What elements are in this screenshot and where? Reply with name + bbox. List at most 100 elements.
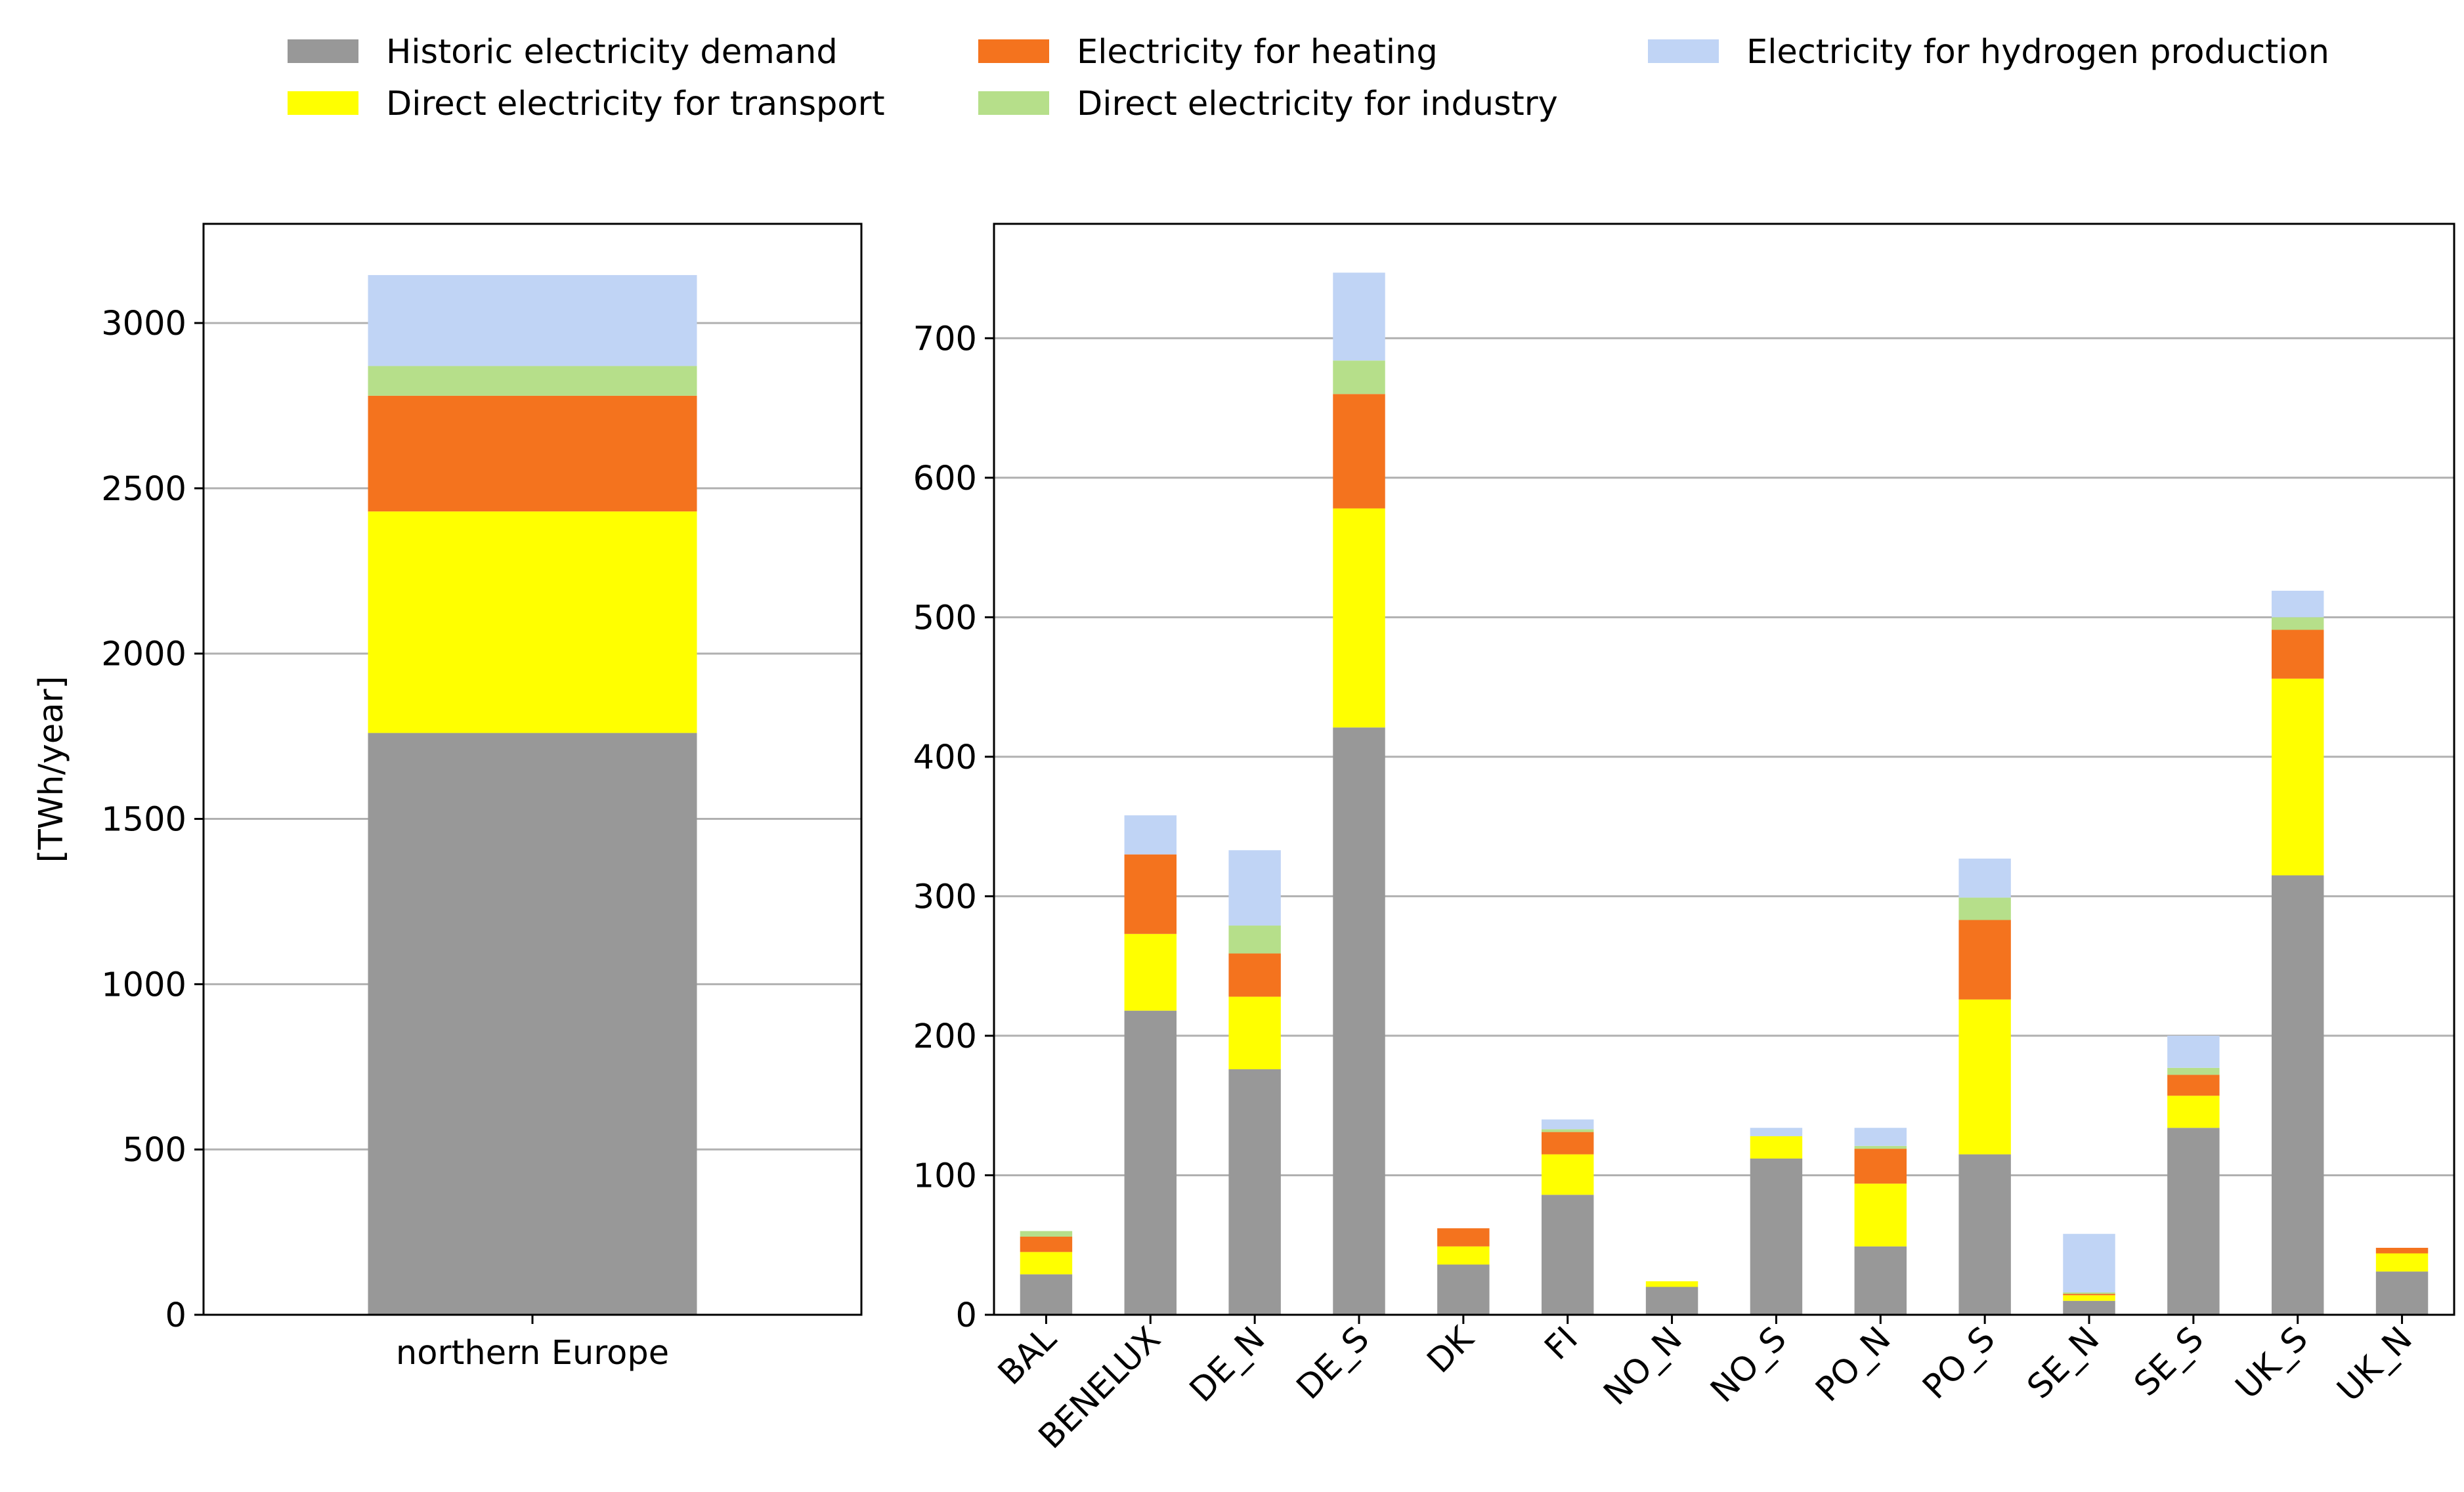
y-tick-label-500: 500 bbox=[123, 1131, 186, 1170]
bar-de-n-historic-electricity-demand bbox=[1228, 1069, 1281, 1315]
bar-dk-historic-electricity-demand bbox=[1437, 1264, 1490, 1315]
bar-no-s-historic-electricity-demand bbox=[1750, 1158, 1803, 1315]
y-tick-label-0: 0 bbox=[165, 1296, 186, 1335]
bar-bal-electricity-for-heating bbox=[1020, 1236, 1073, 1252]
x-tick-label-northern-europe: northern Europe bbox=[396, 1334, 669, 1373]
bar-northern-europe-direct-electricity-for-transport bbox=[368, 511, 697, 733]
bar-de-s-direct-electricity-for-transport bbox=[1333, 508, 1385, 728]
bar-no-n-historic-electricity-demand bbox=[1645, 1287, 1698, 1315]
y-tick-label-1500: 1500 bbox=[101, 801, 186, 840]
bar-uk-s-electricity-for-hydrogen-production bbox=[2272, 590, 2324, 618]
bar-uk-s-electricity-for-heating bbox=[2272, 629, 2324, 679]
bar-po-n-direct-electricity-for-industry bbox=[1854, 1145, 1907, 1149]
y-tick-label-200: 200 bbox=[913, 1017, 977, 1056]
y-tick-label-2000: 2000 bbox=[101, 635, 186, 674]
left-y-ticks: 0 500 1000 1500 2000 2500 3000 bbox=[101, 305, 204, 1335]
legend-entry-direct-electricity-for-transport: Direct electricity for transport bbox=[288, 85, 885, 123]
bar-fi-historic-electricity-demand bbox=[1542, 1195, 1594, 1315]
bar-dk-electricity-for-heating bbox=[1437, 1228, 1490, 1247]
bar-se-s-historic-electricity-demand bbox=[2167, 1128, 2220, 1315]
bar-de-s-direct-electricity-for-industry bbox=[1333, 360, 1385, 394]
bar-uk-s-historic-electricity-demand bbox=[2272, 875, 2324, 1315]
bar-po-s-electricity-for-hydrogen-production bbox=[1958, 859, 2011, 898]
bar-se-n-electricity-for-hydrogen-production bbox=[2063, 1233, 2115, 1292]
bar-de-s-electricity-for-hydrogen-production bbox=[1333, 272, 1385, 361]
legend-label-electricity-for-hydrogen-production: Electricity for hydrogen production bbox=[1746, 33, 2329, 72]
bar-fi-direct-electricity-for-industry bbox=[1542, 1129, 1594, 1132]
legend-entry-historic-electricity-demand: Historic electricity demand bbox=[288, 33, 838, 72]
right-bars bbox=[1020, 272, 2429, 1315]
bar-uk-s-direct-electricity-for-industry bbox=[2272, 617, 2324, 630]
legend-entry-electricity-for-heating: Electricity for heating bbox=[978, 33, 1438, 72]
bar-dk-direct-electricity-for-transport bbox=[1437, 1246, 1490, 1265]
bar-po-n-historic-electricity-demand bbox=[1854, 1246, 1907, 1315]
bar-de-n-electricity-for-hydrogen-production bbox=[1228, 850, 1281, 926]
bar-no-s-electricity-for-hydrogen-production bbox=[1750, 1128, 1803, 1136]
y-tick-label-400: 400 bbox=[913, 738, 977, 777]
bar-bal-historic-electricity-demand bbox=[1020, 1274, 1073, 1315]
bar-se-n-historic-electricity-demand bbox=[2063, 1300, 2115, 1315]
legend-swatch-direct-electricity-for-transport bbox=[288, 91, 358, 115]
legend-entry-direct-electricity-for-industry: Direct electricity for industry bbox=[978, 85, 1558, 123]
bar-fi-electricity-for-hydrogen-production bbox=[1542, 1119, 1594, 1130]
left-axes-frame bbox=[202, 223, 863, 1316]
bar-northern-europe-historic-electricity-demand bbox=[368, 733, 697, 1315]
bar-fi-direct-electricity-for-transport bbox=[1542, 1154, 1594, 1195]
legend-label-direct-electricity-for-industry: Direct electricity for industry bbox=[1077, 85, 1558, 123]
y-tick-label-600: 600 bbox=[913, 459, 977, 498]
y-tick-label-3000: 3000 bbox=[101, 305, 186, 343]
legend-swatch-electricity-for-hydrogen-production bbox=[1648, 39, 1719, 63]
legend-label-electricity-for-heating: Electricity for heating bbox=[1077, 33, 1438, 72]
bar-de-n-direct-electricity-for-industry bbox=[1228, 926, 1281, 954]
bar-bal-direct-electricity-for-transport bbox=[1020, 1252, 1073, 1275]
legend-label-direct-electricity-for-transport: Direct electricity for transport bbox=[386, 85, 885, 123]
bar-po-s-direct-electricity-for-transport bbox=[1958, 999, 2011, 1155]
bar-no-n-direct-electricity-for-transport bbox=[1645, 1281, 1698, 1287]
legend: Historic electricity demand Direct electr… bbox=[288, 33, 2329, 123]
bar-se-s-electricity-for-hydrogen-production bbox=[2167, 1035, 2220, 1068]
left-x-ticks: northern Europe bbox=[396, 1315, 669, 1373]
bar-fi-electricity-for-heating bbox=[1542, 1132, 1594, 1155]
bar-po-s-historic-electricity-demand bbox=[1958, 1154, 2011, 1315]
bar-uk-n-electricity-for-heating bbox=[2375, 1247, 2429, 1254]
bar-de-n-direct-electricity-for-transport bbox=[1228, 996, 1281, 1069]
bar-bal-direct-electricity-for-industry bbox=[1020, 1231, 1073, 1237]
y-tick-label-700: 700 bbox=[913, 320, 977, 358]
left-bars bbox=[368, 275, 697, 1315]
y-tick-label-100: 100 bbox=[913, 1157, 977, 1195]
y-tick-label-0: 0 bbox=[956, 1296, 977, 1335]
bar-se-n-direct-electricity-for-industry bbox=[2063, 1292, 2115, 1294]
bar-northern-europe-direct-electricity-for-industry bbox=[368, 366, 697, 396]
right-axes-frame bbox=[993, 223, 2455, 1316]
bar-benelux-historic-electricity-demand bbox=[1124, 1010, 1177, 1315]
y-tick-label-300: 300 bbox=[913, 878, 977, 916]
bar-de-s-historic-electricity-demand bbox=[1333, 727, 1385, 1315]
bar-no-s-direct-electricity-for-transport bbox=[1750, 1136, 1803, 1159]
y-tick-label-1000: 1000 bbox=[101, 966, 186, 1004]
bar-benelux-electricity-for-heating bbox=[1124, 854, 1177, 934]
legend-swatch-direct-electricity-for-industry bbox=[978, 91, 1049, 115]
bar-se-n-direct-electricity-for-transport bbox=[2063, 1295, 2115, 1301]
bar-northern-europe-electricity-for-heating bbox=[368, 395, 697, 512]
bar-de-n-electricity-for-heating bbox=[1228, 953, 1281, 997]
bar-uk-s-direct-electricity-for-transport bbox=[2272, 678, 2324, 876]
bar-se-n-electricity-for-heating bbox=[2063, 1294, 2115, 1296]
bar-po-s-direct-electricity-for-industry bbox=[1958, 897, 2011, 920]
bar-po-s-electricity-for-heating bbox=[1958, 920, 2011, 1000]
y-tick-label-500: 500 bbox=[913, 599, 977, 637]
bar-po-n-electricity-for-hydrogen-production bbox=[1854, 1128, 1907, 1146]
bar-benelux-electricity-for-hydrogen-production bbox=[1124, 815, 1177, 855]
right-y-ticks: 0 100 200 300 400 500 600 700 bbox=[913, 320, 994, 1335]
y-tick-label-2500: 2500 bbox=[101, 470, 186, 509]
bar-uk-n-direct-electricity-for-transport bbox=[2375, 1253, 2429, 1272]
legend-swatch-historic-electricity-demand bbox=[288, 39, 358, 63]
bar-benelux-direct-electricity-for-transport bbox=[1124, 933, 1177, 1011]
chart-northern-europe: 0 500 1000 1500 2000 2500 3000 northern Europe… bbox=[32, 223, 863, 1373]
bar-po-n-electricity-for-heating bbox=[1854, 1149, 1907, 1184]
left-y-axis-label: [TWh/year] bbox=[32, 676, 71, 863]
bar-northern-europe-electricity-for-hydrogen-production bbox=[368, 275, 697, 366]
bar-se-s-electricity-for-heating bbox=[2167, 1075, 2220, 1096]
bar-uk-n-historic-electricity-demand bbox=[2375, 1271, 2429, 1315]
